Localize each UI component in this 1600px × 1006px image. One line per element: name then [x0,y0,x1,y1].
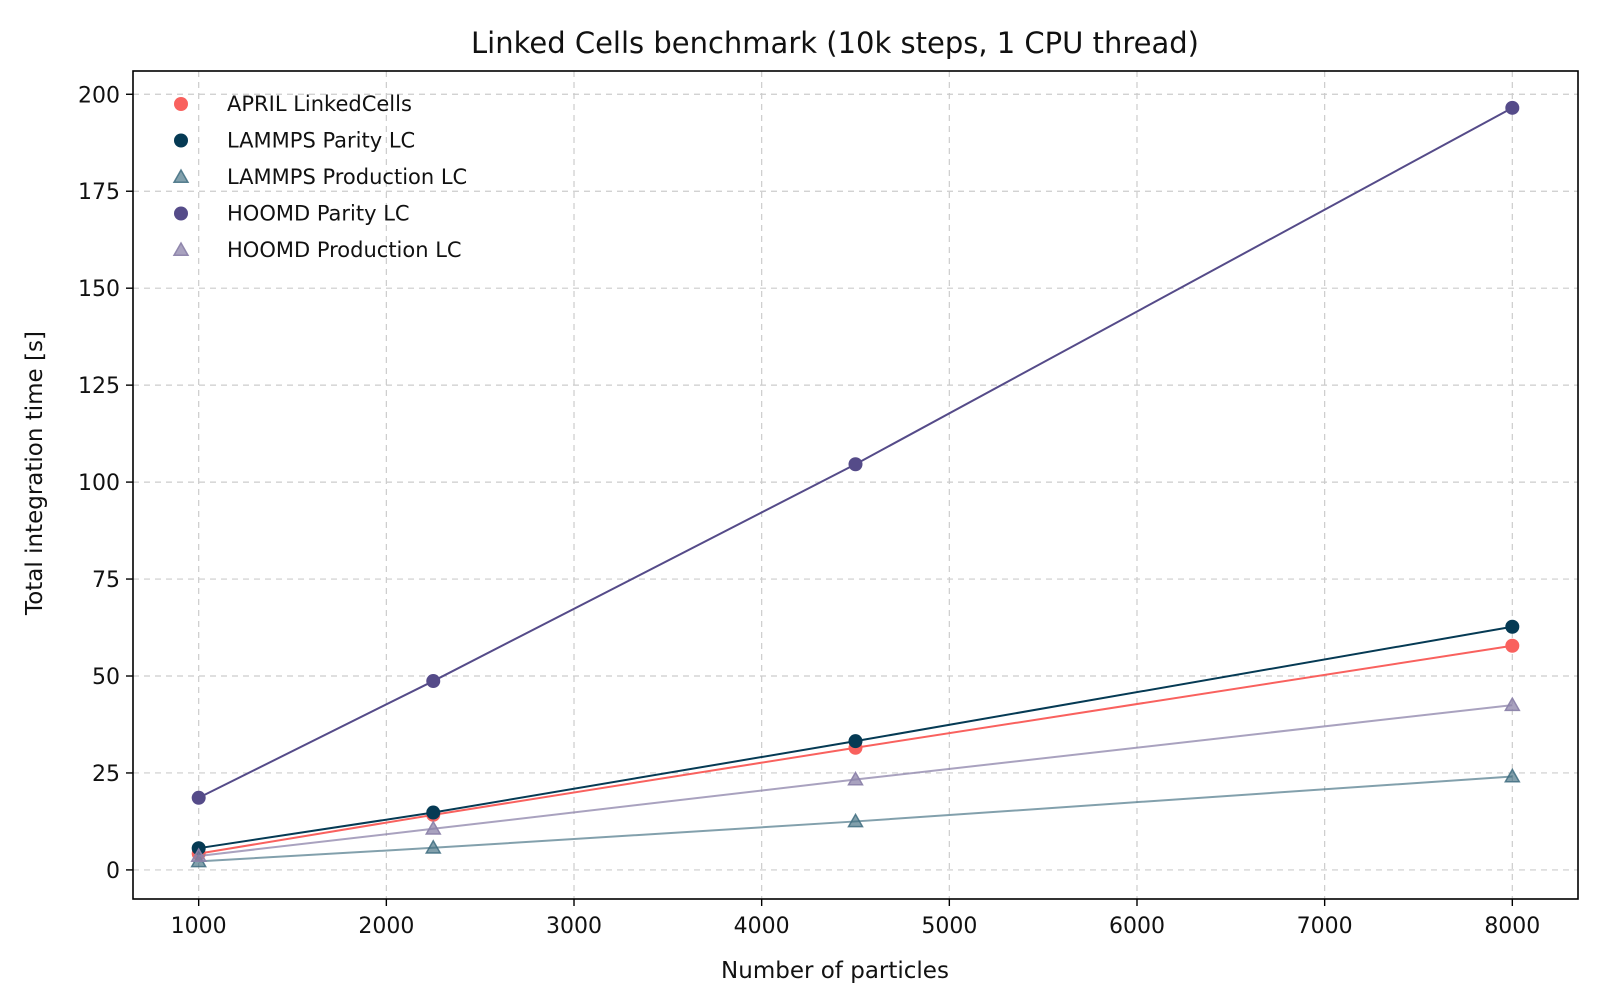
series-3 [191,100,1520,805]
series-1 [191,619,1520,856]
y-tick-label: 75 [92,568,120,593]
x-tick-label: 4000 [734,914,790,939]
data-point [848,457,863,472]
series-4 [190,696,1521,862]
plot-frame [132,70,1579,900]
legend-label: APRIL LinkedCells [227,92,412,116]
legend-label: HOOMD Production LC [227,238,462,262]
x-tick-label: 1000 [171,914,227,939]
series-line [198,775,1513,863]
legend: APRIL LinkedCells LAMMPS Parity LC LAMMPS … [172,92,467,262]
series-line [198,644,1513,855]
y-axis-label: Total integration time [s] [22,331,48,616]
series-line [198,704,1513,857]
legend-marker [174,206,188,221]
legend-marker [172,168,190,183]
x-tick-label: 3000 [546,914,602,939]
y-tick-label: 0 [106,859,120,884]
series-2 [190,767,1521,868]
data-point [424,839,442,854]
data-point [424,820,442,835]
legend-marker [174,97,188,111]
y-tick-label: 25 [92,762,120,787]
axes-ticks: 1000 2000 3000 4000 5000 6000 7000 8000 0 25 50 75 1… [78,83,1540,939]
legend-entry-2: LAMMPS Production LC [172,165,467,189]
y-tick-label: 150 [78,277,120,302]
legend-entry-0: APRIL LinkedCells [174,92,412,116]
data-point [426,674,441,689]
legend-marker [172,241,190,256]
data-point [1504,767,1521,783]
data-point [190,847,207,862]
data-point [1505,619,1520,634]
x-tick-label: 8000 [1484,914,1540,939]
legend-label: LAMMPS Production LC [227,165,467,189]
x-tick-label: 7000 [1297,914,1353,939]
legend-entry-1: LAMMPS Parity LC [174,129,415,153]
x-tick-label: 5000 [921,914,977,939]
data-point [426,805,441,820]
legend-label: LAMMPS Parity LC [227,129,415,153]
series-line [198,625,1513,850]
data-point [1505,100,1520,115]
legend-entry-4: HOOMD Production LC [172,238,462,262]
chart-title: Linked Cells benchmark (10k steps, 1 CPU… [471,26,1199,60]
plot-area [190,100,1521,868]
x-tick-label: 2000 [358,914,414,939]
y-tick-label: 50 [92,665,120,690]
legend-entry-3: HOOMD Parity LC [174,202,410,226]
legend-label: HOOMD Parity LC [227,202,410,226]
x-axis-label: Number of particles [721,958,949,984]
data-point [1505,638,1520,653]
y-tick-label: 200 [78,83,120,108]
data-point [847,771,864,786]
data-point [1504,696,1521,712]
y-tick-label: 125 [78,374,120,399]
y-tick-label: 175 [78,180,120,205]
legend-marker [174,133,188,148]
data-point [847,812,864,828]
data-point [848,734,863,749]
data-point [191,790,206,805]
x-tick-label: 6000 [1109,914,1165,939]
series-line [198,106,1513,799]
y-tick-label: 100 [78,471,120,496]
